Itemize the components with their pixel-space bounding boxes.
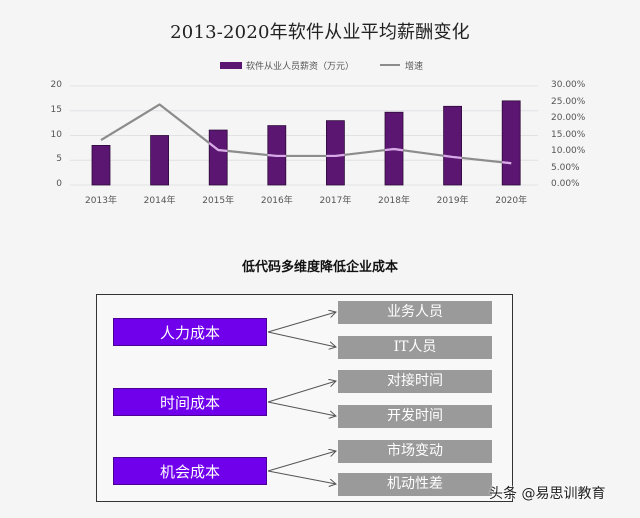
bar-2020年 <box>501 100 521 186</box>
item-box-poor-agility: 机动性差 <box>338 473 492 496</box>
x-axis-tick: 2018年 <box>378 196 410 206</box>
growth-line <box>100 103 512 165</box>
left-axis-tick: 15 <box>50 104 62 115</box>
legend-bar-swatch <box>220 61 242 69</box>
item-box-integration-time: 对接时间 <box>338 370 492 393</box>
right-axis-tick: 30.00% <box>551 80 586 90</box>
right-axis-tick: 15.00% <box>551 129 586 140</box>
x-axis-tick: 2019年 <box>436 196 469 206</box>
right-axis-tick: 0.00% <box>551 179 580 189</box>
legend-bar-label: 软件从业人员薪资（万元） <box>246 61 355 72</box>
x-axis-tick: 2020年 <box>495 196 528 206</box>
legend-line-swatch <box>380 64 401 66</box>
right-axis-tick: 5.00% <box>551 162 580 173</box>
left-axis-tick: 0 <box>56 179 62 189</box>
cost-box-opportunity: 机会成本 <box>113 457 267 485</box>
item-box-it-staff: IT人员 <box>338 336 492 359</box>
x-axis-tick: 2013年 <box>85 196 117 206</box>
chart-title: 2013-2020年软件从业平均薪酬变化 <box>170 22 470 43</box>
right-axis-tick: 25.00% <box>551 96 586 107</box>
left-axis-tick: 10 <box>50 129 62 140</box>
x-axis-tick: 2015年 <box>202 196 235 206</box>
cost-box-labor: 人力成本 <box>113 318 267 346</box>
bar-2014年 <box>150 135 170 186</box>
left-axis-tick: 20 <box>50 80 62 90</box>
combo-chart <box>70 85 538 186</box>
left-axis-tick: 5 <box>56 154 62 165</box>
chart-legend: 软件从业人员薪资（万元） 增速 <box>220 58 423 72</box>
diagram-title: 低代码多维度降低企业成本 <box>241 260 398 275</box>
item-box-development-time: 开发时间 <box>338 405 492 428</box>
x-axis-tick: 2017年 <box>319 196 352 206</box>
right-axis-tick: 20.00% <box>551 113 586 123</box>
x-axis-tick: 2016年 <box>260 196 293 206</box>
bar-2015年 <box>208 129 228 186</box>
bar-2017年 <box>325 120 345 186</box>
bar-2019年 <box>443 105 463 186</box>
legend-line-label: 增速 <box>405 61 424 72</box>
x-axis-tick: 2014年 <box>143 196 176 206</box>
right-axis-tick: 10.00% <box>551 146 586 156</box>
cost-box-time: 时间成本 <box>113 388 267 416</box>
item-box-market-change: 市场变动 <box>338 440 492 463</box>
source-credit: 头条 @易思训教育 <box>489 486 606 502</box>
item-box-business-staff: 业务人员 <box>338 301 492 324</box>
bar-2013年 <box>91 144 111 186</box>
